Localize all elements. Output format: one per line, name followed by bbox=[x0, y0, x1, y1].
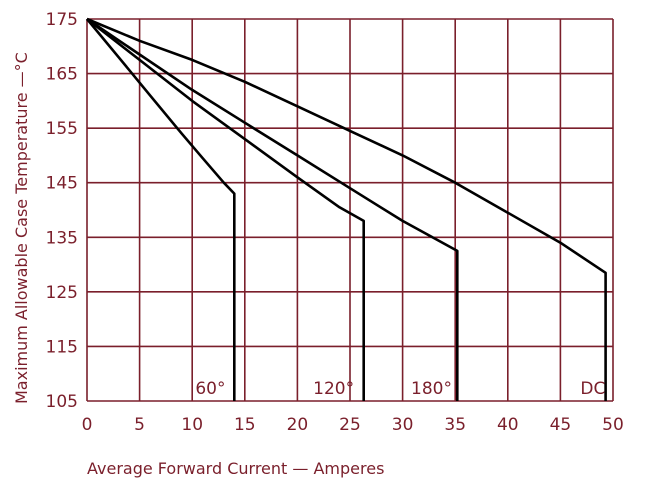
x-tick-label: 45 bbox=[550, 415, 572, 435]
series-group bbox=[85, 17, 607, 401]
y-axis-ticks: 105 115 125 135 145 155 165 175 bbox=[46, 10, 78, 412]
series-line-1 bbox=[86, 17, 365, 401]
y-tick-label: 115 bbox=[46, 337, 78, 357]
x-tick-label: 15 bbox=[234, 415, 256, 435]
series-line-0 bbox=[85, 18, 236, 401]
y-tick-label: 105 bbox=[46, 392, 78, 412]
x-tick-label: 10 bbox=[181, 415, 203, 435]
x-tick-label: 5 bbox=[134, 415, 145, 435]
y-axis-label: Maximum Allowable Case Temperature —°C bbox=[12, 52, 31, 404]
series-line-3 bbox=[86, 17, 607, 401]
grid bbox=[86, 18, 614, 402]
series-label-0: 60° bbox=[195, 379, 225, 399]
x-tick-label: 25 bbox=[339, 415, 361, 435]
series-labels: 60° 120° 180° DC bbox=[195, 379, 605, 399]
y-tick-label: 125 bbox=[46, 283, 78, 303]
y-tick-label: 175 bbox=[46, 10, 78, 30]
x-tick-label: 50 bbox=[602, 415, 624, 435]
y-tick-label: 135 bbox=[46, 228, 78, 248]
y-tick-label: 165 bbox=[46, 65, 78, 85]
x-axis-label: Average Forward Current — Amperes bbox=[87, 459, 384, 478]
y-tick-label: 145 bbox=[46, 174, 78, 194]
x-tick-label: 35 bbox=[444, 415, 466, 435]
x-tick-label: 0 bbox=[82, 415, 93, 435]
x-tick-label: 40 bbox=[497, 415, 519, 435]
series-label-1: 120° bbox=[313, 379, 354, 399]
series-line-2 bbox=[86, 17, 459, 401]
x-tick-label: 20 bbox=[287, 415, 309, 435]
y-tick-label: 155 bbox=[46, 119, 78, 139]
series-label-2: 180° bbox=[411, 379, 452, 399]
series-label-3: DC bbox=[580, 379, 605, 399]
x-axis-ticks: 0 5 10 15 20 25 30 35 40 45 50 bbox=[82, 415, 624, 435]
x-tick-label: 30 bbox=[392, 415, 414, 435]
